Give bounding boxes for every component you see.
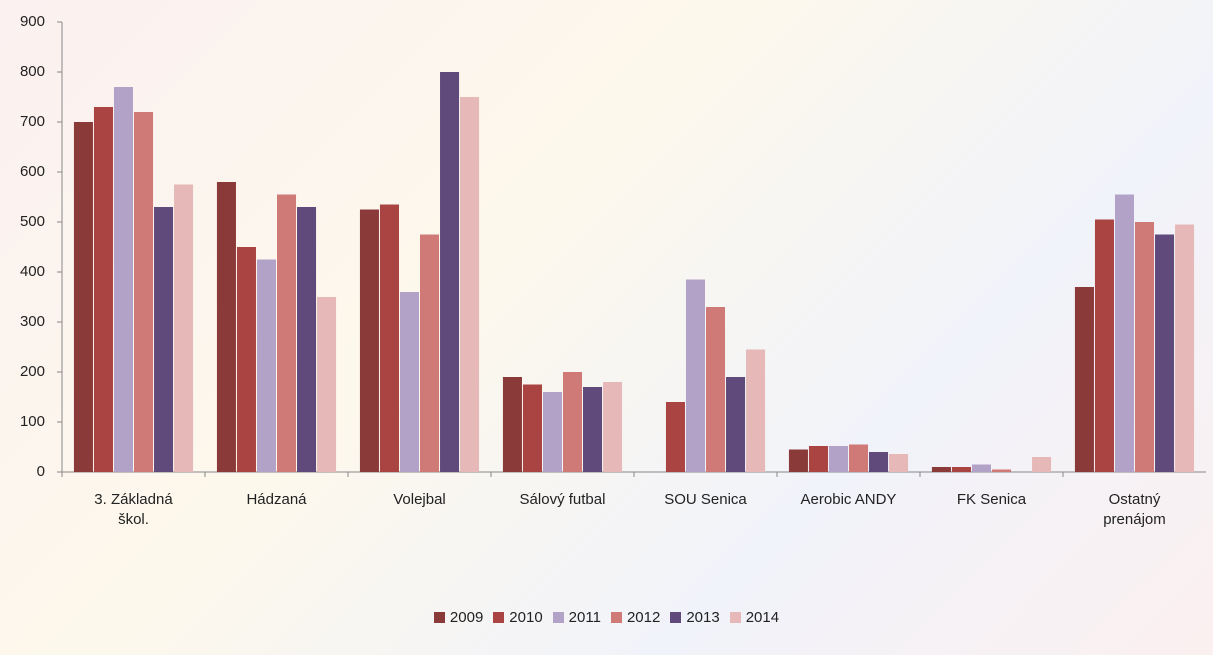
y-tick-label: 200 [20,363,45,380]
bar [256,259,276,472]
bar [1032,457,1052,472]
legend-label: 2013 [686,609,720,626]
bar [236,247,256,472]
bar [726,377,746,472]
bar [420,234,440,472]
bar [1155,234,1175,472]
bar [931,467,951,472]
bar [460,97,480,472]
y-tick-label: 800 [20,63,45,80]
legend-item: 2014 [729,609,780,626]
bar [73,122,93,472]
legend-label: 2011 [568,609,601,626]
bar [808,446,828,472]
bar [706,307,726,472]
x-tick-label: FK Senica [956,491,1027,508]
legend: 2009 2010 2011 2012 2013 2014 [0,609,1213,626]
bar [379,204,399,472]
legend-swatch [610,612,622,623]
bar [542,392,562,472]
bar [174,184,194,472]
bar [951,467,971,472]
bar [746,349,766,472]
legend-label: 2010 [509,609,543,626]
legend-swatch [433,612,445,623]
legend-swatch [493,612,505,623]
bar [563,372,583,472]
legend-label: 2014 [745,609,780,626]
y-tick-label: 0 [37,463,45,480]
legend-item: 2013 [670,609,720,626]
legend-label: 2012 [626,609,661,626]
bar [440,72,460,472]
bar [113,87,133,472]
bar [93,107,113,472]
legend-swatch [670,612,682,623]
legend-swatch [729,612,741,623]
bar [277,194,297,472]
bar [134,112,154,472]
x-tick-label: Aerobic ANDY [800,491,897,508]
legend-label: 2009 [449,609,484,626]
bar [788,449,808,472]
x-tick-label: SOU Senica [664,491,747,508]
y-tick-label: 600 [20,163,45,180]
bar [869,452,889,472]
bar [216,182,236,472]
bar [889,454,909,472]
bar [154,207,174,472]
bar [1175,224,1195,472]
x-tick-label: Volejbal [393,491,446,508]
bar [359,209,379,472]
bar [317,297,337,472]
bar [522,384,542,472]
x-tick-label: Sálový futbal [519,491,606,508]
bar [971,464,991,472]
bar [849,444,869,472]
bar [583,387,603,472]
bar [1114,194,1134,472]
bar [297,207,317,472]
bar [665,402,685,472]
y-tick-label: 500 [20,213,45,230]
bar [828,446,848,472]
y-tick-label: 900 [20,13,45,30]
y-tick-label: 700 [20,113,45,130]
legend-item: 2011 [552,609,601,626]
bar [1094,219,1114,472]
x-tick-label: Hádzaná [246,491,307,508]
x-tick-label: 3. Základná škol. [94,491,173,528]
legend-item: 2012 [610,609,661,626]
bar [603,382,623,472]
y-tick-label: 400 [20,263,45,280]
bar [502,377,522,472]
legend-item: 2010 [493,609,543,626]
y-tick-label: 300 [20,313,45,330]
y-tick-label: 100 [20,413,45,430]
x-tick-label: Ostatný prenájom [1103,491,1166,528]
bar [992,469,1012,472]
bar [1074,287,1094,472]
legend-swatch [552,612,564,623]
bar [1135,222,1155,472]
bar [399,292,419,472]
legend-item: 2009 [433,609,484,626]
bar [685,279,705,472]
